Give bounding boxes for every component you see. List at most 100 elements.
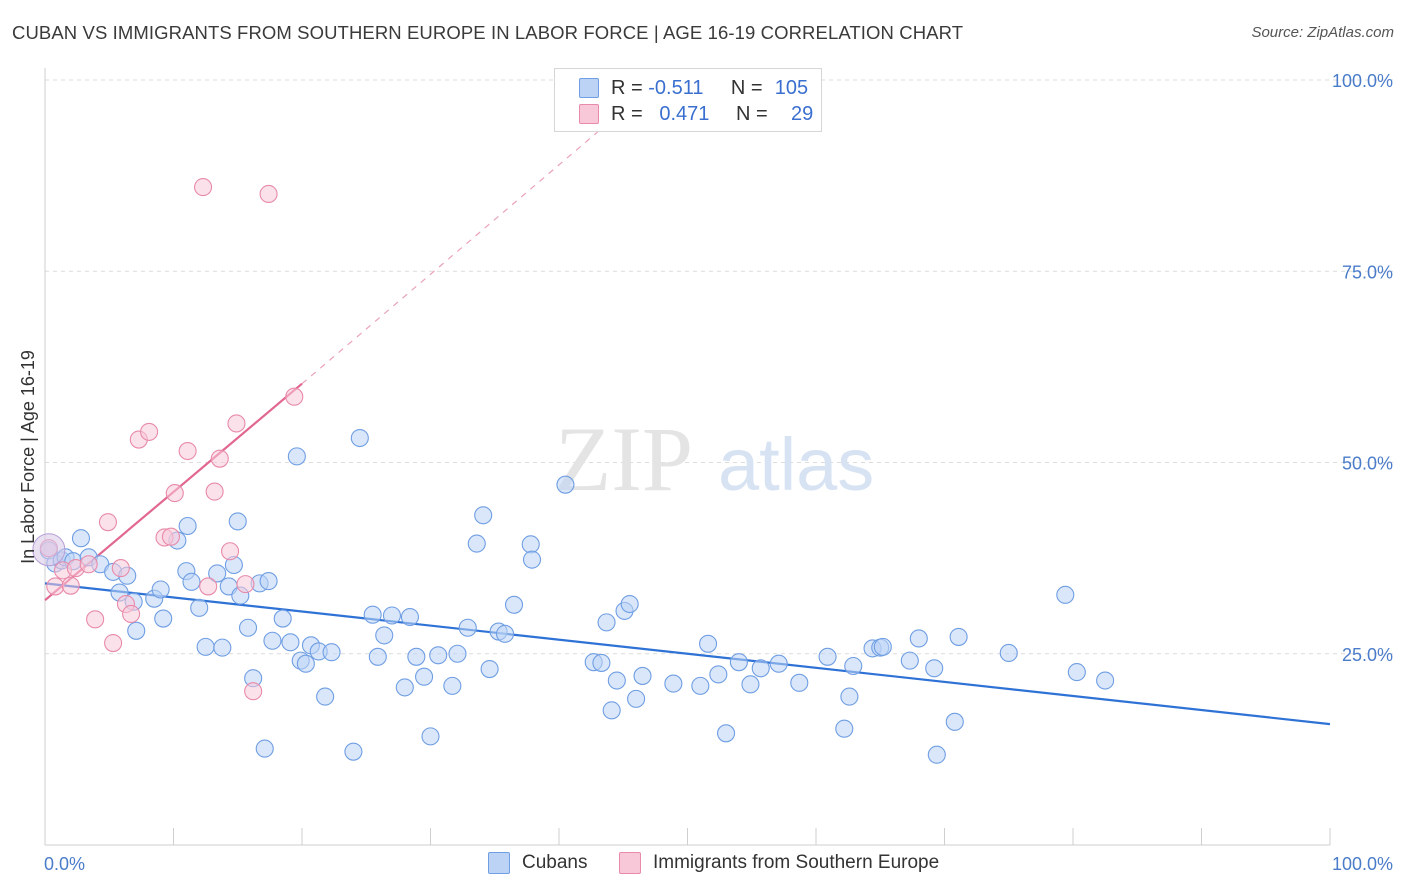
data-point [79,555,98,574]
data-point [1056,585,1075,604]
data-point [751,659,770,678]
data-point [633,666,652,685]
data-point [104,633,123,653]
data-point [220,542,240,561]
data-point [375,626,394,645]
data-point [178,516,197,536]
data-point [61,576,80,595]
series-legend-immigrants[interactable]: Immigrants from Southern Europe [619,852,939,874]
data-point [458,618,477,637]
data-point [316,687,335,706]
data-point [716,724,736,743]
data-point [949,627,968,646]
data-point [627,689,646,708]
data-point [196,637,215,656]
data-point [178,441,197,461]
data-point [729,653,748,672]
data-point [395,678,414,697]
data-point [597,613,616,632]
data-point [140,422,159,441]
data-point [238,618,258,637]
y-tick-label: 75.0% [1342,262,1393,282]
data-point [1096,671,1115,690]
data-point [263,631,282,650]
x-tick-label: 100.0% [1332,854,1393,874]
series-swatch-cubans [488,852,510,874]
data-point [909,629,928,648]
data-point [999,643,1018,663]
data-point [844,656,863,676]
legend-r-label: R = [611,76,643,99]
data-point [835,719,854,738]
legend-r-value: 0.471 [659,102,710,125]
data-point [213,638,232,657]
data-point [71,529,91,548]
data-point [98,513,118,532]
legend-r-value: -0.511 [648,76,704,99]
data-point [699,634,718,653]
data-point [273,609,292,628]
data-point [495,624,515,643]
data-point [400,607,419,627]
data-point [607,671,626,690]
data-point [945,712,964,731]
data-point [227,414,246,433]
data-point [620,594,639,614]
data-point [900,651,919,670]
data-point [840,687,859,706]
legend-swatch-cubans [579,78,599,98]
data-point [363,605,382,624]
data-point [285,387,304,406]
data-point [154,609,173,628]
data-point [818,647,837,666]
data-point [769,654,788,673]
data-point [259,184,278,204]
data-point [228,512,247,531]
data-point [350,428,369,448]
y-tick-label: 50.0% [1342,454,1393,474]
data-point [790,673,809,692]
trend-line-immigrants-extension [301,131,598,385]
data-point [111,559,130,578]
y-tick-label: 25.0% [1342,645,1393,665]
legend-r-label: R = [611,102,643,125]
data-point [504,595,524,614]
series-label-immigrants: Immigrants from Southern Europe [653,852,940,873]
series-cubans [39,428,1115,764]
data-point [709,665,728,684]
data-point [448,644,467,663]
data-point [873,637,892,656]
series-legend: Cubans Immigrants from Southern Europe [0,852,1406,876]
data-point [287,447,306,466]
data-point [429,646,448,665]
data-point [244,682,263,701]
data-point [480,659,499,679]
watermark: ZIP atlas [555,408,874,510]
data-point [259,572,278,591]
series-legend-cubans[interactable]: Cubans [488,852,588,874]
y-axis-label: In Labor Force | Age 16-19 [18,350,38,564]
chart-title: CUBAN VS IMMIGRANTS FROM SOUTHERN EUROPE… [12,22,964,43]
data-point [344,742,363,761]
x-tick-label: 0.0% [44,854,85,874]
data-point [322,643,341,662]
data-point [32,533,66,567]
data-point [161,527,180,546]
data-point [122,604,141,624]
data-point [165,484,184,503]
grid-lines [45,79,1393,655]
data-point [556,475,575,494]
data-point [1067,663,1086,682]
series-immigrants [39,178,304,701]
data-point [467,534,486,553]
data-point [182,572,201,591]
data-point [205,482,224,501]
data-point [925,659,944,678]
trend-line-cubans [44,582,1331,726]
series-swatch-immigrants [619,852,641,874]
axes [44,68,1331,846]
source-note: Source: ZipAtlas.com [1251,24,1394,41]
y-tick-label: 100.0% [1332,71,1393,91]
data-point [208,564,227,583]
